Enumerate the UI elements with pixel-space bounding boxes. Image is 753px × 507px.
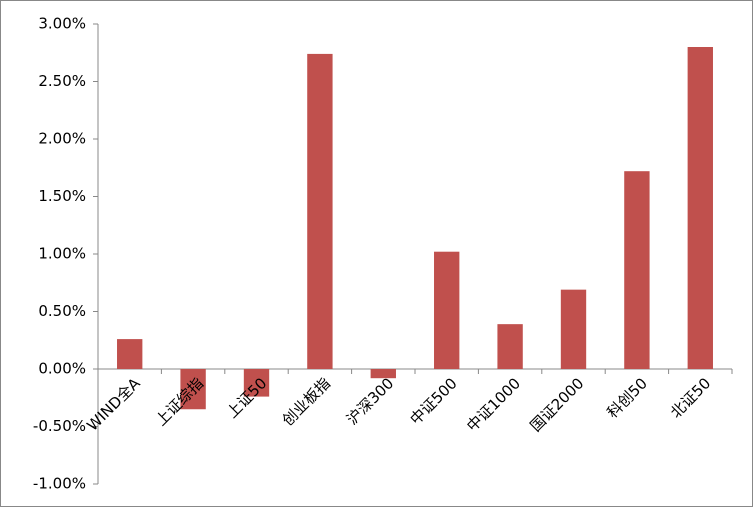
y-tick-label: -1.00% [33,475,86,493]
bar [434,251,460,369]
bar [560,289,587,369]
y-tick-label: -0.50% [33,417,86,435]
bar [180,369,206,410]
bar [307,53,333,370]
y-tick-label: 2.00% [38,130,86,148]
bar [687,47,713,369]
y-tick-label: 1.00% [38,245,86,263]
y-tick-label: 0.00% [38,360,86,378]
y-tick-label: 3.00% [38,15,86,33]
y-tick-label: 2.50% [38,72,86,90]
bar [624,171,650,369]
bar [370,369,396,379]
y-tick-label: 1.50% [38,187,86,205]
y-tick-label: 0.50% [38,302,86,320]
bar [117,339,143,369]
bar [243,369,270,397]
bar [497,324,523,369]
